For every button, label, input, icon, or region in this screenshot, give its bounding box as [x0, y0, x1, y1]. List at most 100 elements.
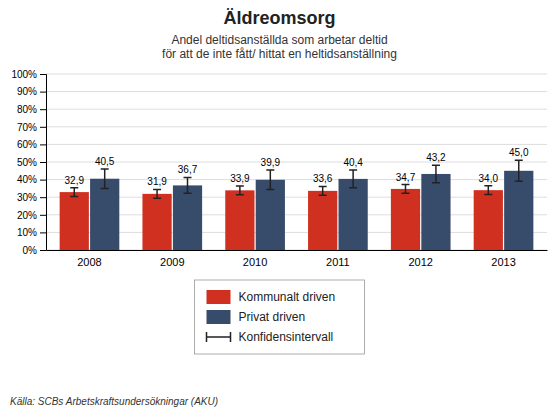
- grid-line: [46, 214, 547, 215]
- grid-line: [46, 126, 547, 127]
- tick: 10%: [17, 227, 46, 238]
- x-axis: 2008 2009 2010 2011 2012 2013: [47, 250, 548, 268]
- error-bar: [432, 165, 440, 183]
- bar: [474, 190, 503, 250]
- bar: [60, 192, 89, 250]
- legend-swatch: [207, 332, 231, 342]
- series: [90, 160, 533, 250]
- marks: [60, 160, 534, 250]
- data-label: 39,9: [261, 157, 281, 168]
- tick-label: 2012: [408, 256, 432, 268]
- tick: 20%: [17, 210, 46, 221]
- grid-line: [46, 179, 547, 180]
- legend-swatch: [207, 290, 231, 304]
- legend-frame: [195, 280, 365, 354]
- tick-label: 2011: [326, 256, 350, 268]
- axis-line: [40, 75, 47, 251]
- tick-label: 100%: [11, 69, 37, 80]
- data-label: 33,6: [313, 173, 333, 184]
- plot: 32,931,933,933,634,734,040,536,739,940,4…: [11, 69, 547, 268]
- error-bar: [266, 170, 274, 189]
- tick-label: 2010: [243, 256, 267, 268]
- bar: [256, 180, 285, 250]
- bar: [504, 171, 533, 250]
- title: Äldreomsorg: [223, 8, 335, 28]
- error-bar: [349, 170, 357, 188]
- tick-label: 2008: [77, 256, 101, 268]
- tick: 100%: [11, 69, 46, 80]
- data-label: 34,7: [396, 172, 416, 183]
- error-bar: [319, 186, 327, 195]
- error-bar: [184, 177, 192, 193]
- legend-label: Privat driven: [239, 310, 306, 324]
- tick-mark: [40, 144, 46, 145]
- tick-mark: [40, 250, 46, 251]
- bar: [90, 179, 119, 250]
- data-label: 43,2: [426, 152, 446, 163]
- bar: [225, 190, 254, 250]
- tick: 50%: [17, 157, 46, 168]
- tick-label: 30%: [17, 192, 37, 203]
- data-labels: 32,931,933,933,634,734,040,536,739,940,4…: [65, 147, 529, 187]
- grid-line: [46, 109, 547, 110]
- axis-line: [47, 250, 548, 251]
- bar: [308, 191, 337, 250]
- grid: [46, 74, 547, 250]
- tick-label: 80%: [17, 104, 37, 115]
- tick-label: 2009: [160, 256, 184, 268]
- error-bar: [515, 160, 523, 181]
- tick-label: 2013: [491, 256, 515, 268]
- data-label: 36,7: [178, 164, 198, 175]
- tick: 30%: [17, 192, 46, 203]
- grid-line: [46, 144, 547, 145]
- grid-line: [46, 74, 547, 75]
- data-label: 40,5: [95, 156, 115, 167]
- grid-line: [46, 197, 547, 198]
- tick-label: 70%: [17, 122, 37, 133]
- tick: 2009: [160, 250, 184, 268]
- tick: 2011: [326, 250, 350, 268]
- tick-label: 20%: [17, 210, 37, 221]
- tick: 2010: [243, 250, 267, 268]
- tick-mark: [40, 109, 46, 110]
- tick-mark: [40, 180, 46, 181]
- legend-label: Konfidensintervall: [239, 330, 334, 344]
- legend-item: Kommunalt driven: [207, 290, 336, 304]
- error-bar: [70, 188, 78, 197]
- grid-line: [46, 232, 547, 233]
- error-bar: [484, 186, 492, 195]
- tick-mark: [40, 162, 46, 163]
- tick: 90%: [17, 86, 46, 97]
- subtitle: Andel deltidsanställda som arbetar delti…: [162, 33, 397, 61]
- error-bar: [153, 189, 161, 198]
- data-label: 34,0: [479, 173, 499, 184]
- bar: [173, 185, 202, 250]
- tick-mark: [40, 92, 46, 93]
- tick: 2008: [77, 250, 101, 268]
- chart: Äldreomsorg Andel deltidsanställda som ar…: [0, 0, 559, 413]
- data-label: 31,9: [147, 176, 167, 187]
- tick-label: 40%: [17, 174, 37, 185]
- tick-mark: [40, 74, 46, 75]
- tick-mark: [40, 197, 46, 198]
- data-label: 32,9: [65, 175, 85, 186]
- error-bar: [401, 185, 409, 194]
- legend: Kommunalt driven Privat driven Konfidensin…: [195, 280, 365, 354]
- tick: 2013: [491, 250, 515, 268]
- tick: 0%: [23, 245, 46, 256]
- tick-mark: [40, 215, 46, 216]
- tick-mark: [40, 127, 46, 128]
- data-label: 40,4: [343, 157, 363, 168]
- tick-label: 50%: [17, 157, 37, 168]
- tick-label: 0%: [23, 245, 38, 256]
- source: Källa: SCBs Arbetskraftsundersökningar (…: [10, 396, 218, 407]
- tick: 70%: [17, 122, 46, 133]
- legend-item: Konfidensintervall: [207, 330, 334, 344]
- grid-line: [46, 91, 547, 92]
- tick: 80%: [17, 104, 46, 115]
- y-axis: 0% 10% 20% 30% 40% 50% 60% 70% 80% 90% 100%: [11, 69, 46, 256]
- tick-mark: [40, 232, 46, 233]
- tick: 2012: [408, 250, 432, 268]
- grid-line: [46, 162, 547, 163]
- tick: 60%: [17, 139, 46, 150]
